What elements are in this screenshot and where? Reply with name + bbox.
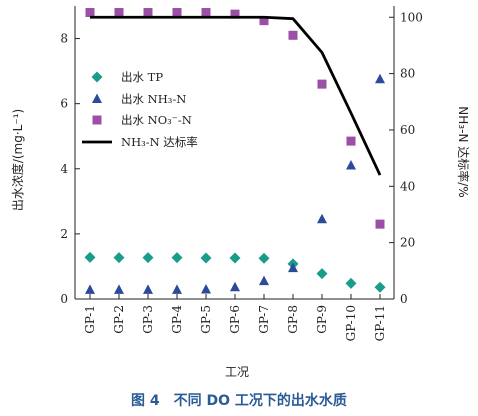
data-point-series-0 — [171, 252, 183, 264]
data-point-series-1 — [143, 284, 153, 294]
y2-tick-label: 60 — [400, 123, 415, 137]
legend-label: NH₃-N 达标率 — [121, 135, 198, 149]
data-point-series-2 — [172, 8, 182, 18]
y-tick-label: 6 — [60, 97, 68, 111]
data-point-series-0 — [229, 252, 241, 264]
y-axis-title: 出水浓度/(mg·L⁻¹) — [10, 109, 25, 211]
data-point-series-1 — [201, 284, 211, 294]
data-point-series-0 — [142, 252, 154, 264]
legend-swatch-square — [92, 115, 102, 125]
legend-swatch-diamond — [91, 71, 103, 83]
y-tick-label: 2 — [60, 227, 68, 241]
data-point-series-1 — [85, 284, 95, 294]
data-point-series-1 — [172, 284, 182, 294]
data-point-series-0 — [113, 252, 125, 264]
data-point-series-2 — [201, 8, 211, 18]
y2-tick-label: 0 — [400, 292, 408, 306]
legend-swatch-triangle — [92, 93, 102, 103]
y-tick-label: 8 — [60, 32, 68, 46]
y-tick-label: 0 — [60, 292, 68, 306]
y2-tick-label: 100 — [400, 10, 423, 24]
figure-caption: 图 4 不同 DO 工况下的出水水质 — [131, 392, 347, 409]
y-tick-label: 4 — [60, 162, 68, 176]
legend-label: 出水 NH₃-N — [121, 92, 186, 106]
data-point-series-2 — [288, 30, 298, 40]
x-tick-label: GP-10 — [344, 305, 358, 341]
data-point-series-0 — [84, 251, 96, 263]
y2-tick-label: 80 — [400, 67, 415, 81]
data-point-series-0 — [374, 281, 386, 293]
data-point-series-2 — [85, 8, 95, 18]
x-tick-label: GP-11 — [373, 305, 387, 341]
data-point-series-1 — [375, 73, 385, 84]
compliance-rate-line — [90, 15, 382, 176]
data-point-series-1 — [259, 275, 269, 286]
x-tick-label: GP-2 — [112, 305, 126, 334]
x-tick-label: GP-8 — [286, 305, 300, 334]
data-point-series-1 — [346, 160, 356, 170]
data-point-series-0 — [200, 252, 212, 264]
x-tick-label: GP-1 — [83, 305, 97, 334]
legend-label: 出水 TP — [121, 70, 163, 84]
data-point-series-2 — [259, 16, 269, 26]
x-tick-label: GP-7 — [257, 305, 271, 334]
y2-axis-title: NH₃-N 达标率/% — [456, 106, 471, 197]
data-point-series-1 — [230, 281, 240, 292]
data-point-series-0 — [316, 268, 328, 280]
data-point-series-1 — [114, 284, 124, 294]
x-tick-label: GP-4 — [170, 305, 184, 334]
data-point-series-2 — [346, 136, 356, 146]
data-point-series-0 — [258, 252, 270, 264]
x-tick-label: GP-6 — [228, 305, 242, 334]
legend-label: 出水 NO₃⁻-N — [121, 113, 192, 127]
data-point-series-2 — [143, 8, 153, 18]
data-point-series-2 — [114, 8, 124, 18]
data-point-series-2 — [375, 219, 385, 229]
x-tick-label: GP-5 — [199, 305, 213, 334]
x-axis-title: 工况 — [225, 365, 249, 379]
data-point-series-2 — [230, 9, 240, 19]
x-tick-label: GP-9 — [315, 305, 329, 334]
legend: 出水 TP 出水 NH₃-N 出水 NO₃⁻-N NH₃-N 达标率 — [82, 70, 198, 149]
data-point-series-1 — [288, 262, 298, 273]
y2-tick-label: 20 — [400, 236, 415, 250]
data-point-series-0 — [345, 277, 357, 289]
data-point-series-2 — [317, 79, 327, 89]
data-marks — [84, 8, 386, 294]
y2-tick-label: 40 — [400, 179, 415, 193]
data-point-series-1 — [317, 213, 327, 224]
x-tick-label: GP-3 — [141, 305, 155, 334]
